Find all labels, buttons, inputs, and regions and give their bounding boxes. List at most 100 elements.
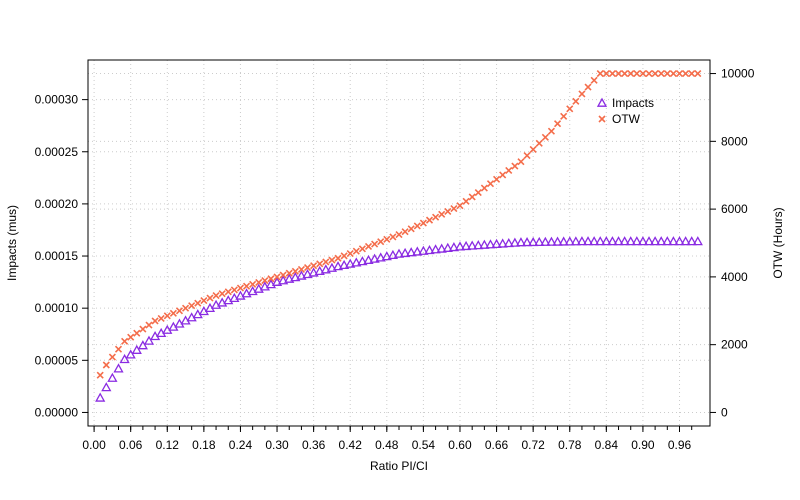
data-point [364,242,373,250]
data-point [114,345,123,353]
data-point [688,69,696,78]
x-tick-label: 0.90 [631,438,655,452]
data-point [113,363,124,373]
data-point [358,245,366,253]
legend: Impacts OTW [596,96,654,126]
data-point [345,258,356,268]
series-otw [96,69,702,379]
data-point [515,237,527,247]
data-point [694,69,702,78]
data-point [473,240,484,250]
data-point [547,127,556,135]
data-point [430,244,441,254]
data-point [560,112,568,120]
data-point [125,349,136,359]
data-point [650,236,661,246]
data-point [576,236,588,246]
data-point [584,83,592,91]
data-point [151,317,159,325]
data-point [637,236,649,246]
data-point [692,236,703,246]
data-point [279,271,287,279]
data-point [491,238,502,248]
data-point [432,213,440,221]
data-point [535,139,543,147]
data-point [511,162,519,170]
data-point [425,216,434,224]
data-point [249,280,257,288]
data-point [499,171,507,179]
data-point [682,69,690,78]
data-point [119,353,130,364]
y-left-tick-label: 0.00030 [35,93,79,107]
y-right-tick-label: 4000 [721,270,748,284]
data-point [602,69,610,78]
data-point [236,284,245,292]
y-left-tick-label: 0.00000 [35,405,79,419]
data-point [322,258,330,266]
data-point [553,120,562,128]
y-left-tick-label: 0.00005 [35,353,79,367]
data-point [686,236,697,246]
data-point [503,237,514,248]
data-point [639,69,647,78]
data-point [436,243,447,253]
x-tick-label: 0.72 [521,438,545,452]
y-right-tick-label: 0 [721,405,728,419]
data-point [607,236,618,246]
data-point [393,248,405,258]
data-point [528,236,539,247]
x-tick-label: 0.24 [229,438,253,452]
data-point [419,219,427,227]
data-point [552,236,563,246]
data-point [517,158,525,166]
x-tick-label: 0.54 [412,438,436,452]
x-tick-label: 0.06 [119,438,143,452]
data-point [389,233,397,241]
data-point [273,273,281,281]
data-point [363,254,374,265]
data-point [460,240,472,251]
legend-triangle-icon [596,97,608,107]
x-tick-label: 0.78 [558,438,582,452]
data-point [399,247,411,258]
data-point [582,236,594,246]
data-point [438,210,446,218]
data-point [595,236,606,246]
data-point [320,264,331,274]
data-point [200,297,208,305]
grid [88,60,710,426]
data-point [285,269,293,277]
data-point [332,261,344,271]
data-point [578,90,586,98]
data-point [145,321,153,329]
data-point [163,312,171,320]
y-right-tick-label: 6000 [721,202,748,216]
data-point [529,145,537,154]
y-left-axis-title: Impacts (mus) [5,205,19,281]
data-point [668,236,679,246]
data-point [291,267,299,275]
x-tick-label: 0.12 [156,438,180,452]
legend-marker-impacts [596,97,608,107]
legend-x-icon [598,115,606,123]
data-point [669,69,677,78]
data-point [182,304,190,312]
data-point [442,242,453,252]
data-point [493,175,501,183]
data-point [621,69,629,78]
data-point [194,299,202,307]
data-point [310,262,318,270]
data-point [448,242,459,252]
data-point [383,235,391,243]
legend-label-impacts: Impacts [612,96,654,110]
data-point [541,133,549,141]
data-point [334,254,342,262]
data-point [454,241,466,251]
data-point [450,205,458,213]
data-point [521,237,533,247]
data-point [643,236,655,246]
data-point [108,353,116,361]
data-point [651,69,659,78]
data-point [278,275,289,285]
